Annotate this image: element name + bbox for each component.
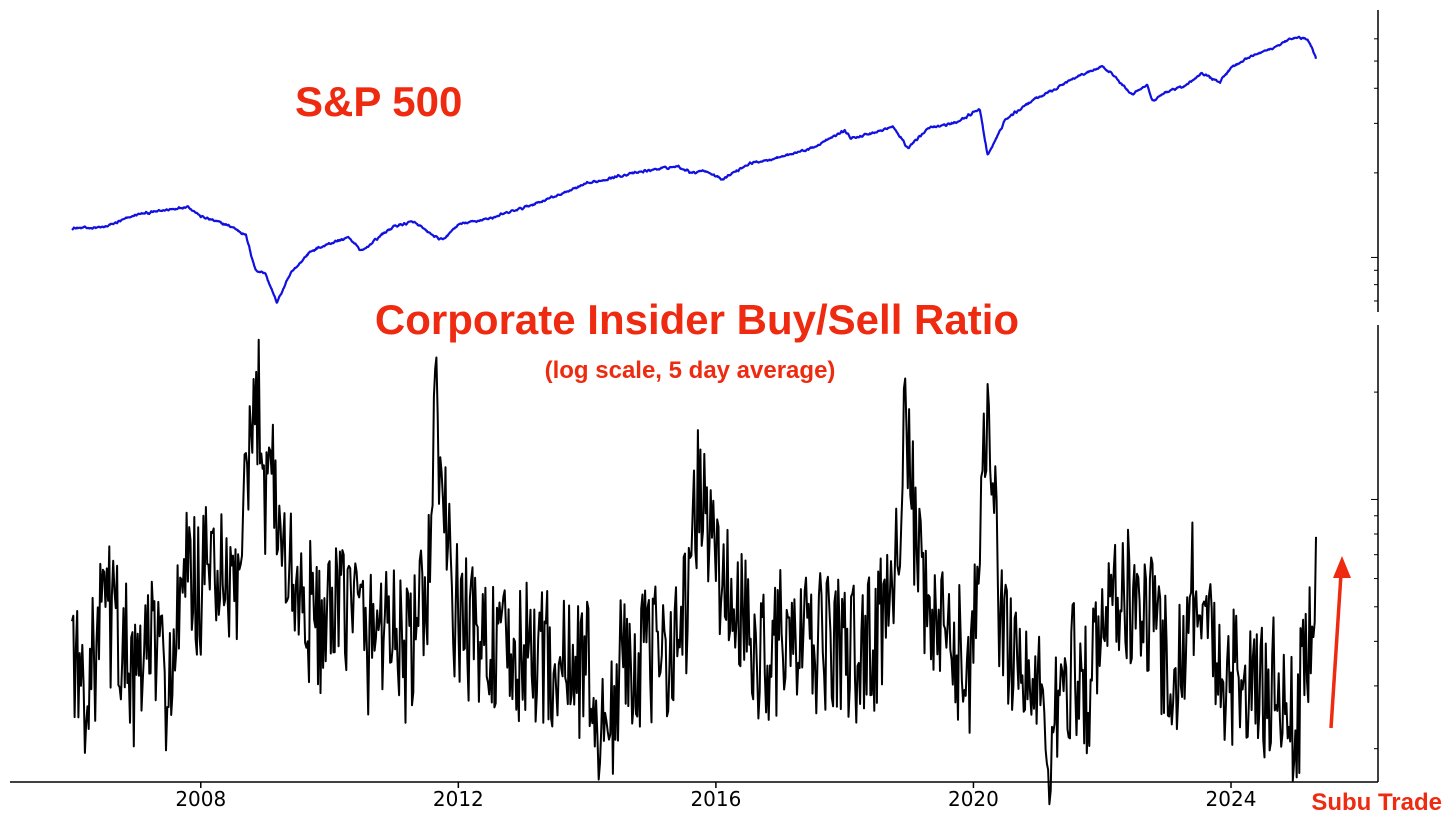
insider-title: Corporate Insider Buy/Sell Ratio [375,296,1019,343]
insider-subtitle: (log scale, 5 day average) [545,357,836,384]
insider-series-group [71,338,1317,806]
up-arrow-shaft [1329,573,1343,729]
x-tick-label-2008: 2008 [175,787,226,811]
up-arrow-head [1333,556,1351,578]
up-arrow [1329,556,1351,729]
sp500-line [71,35,1318,304]
tick-group: 2008 2012 2016 2020 2024 [175,38,1378,811]
x-tick-label-2016: 2016 [690,787,741,811]
sp500-label: S&P 500 [295,78,462,125]
x-tick-label-2012: 2012 [433,787,484,811]
x-tick-label-2020: 2020 [948,787,999,811]
source-label: Subu Trade [1311,789,1442,816]
sp500-series-group [71,35,1318,304]
x-tick-label-2024: 2024 [1206,787,1257,811]
chart-axes [10,10,1379,783]
insider-ratio-line [71,338,1317,806]
